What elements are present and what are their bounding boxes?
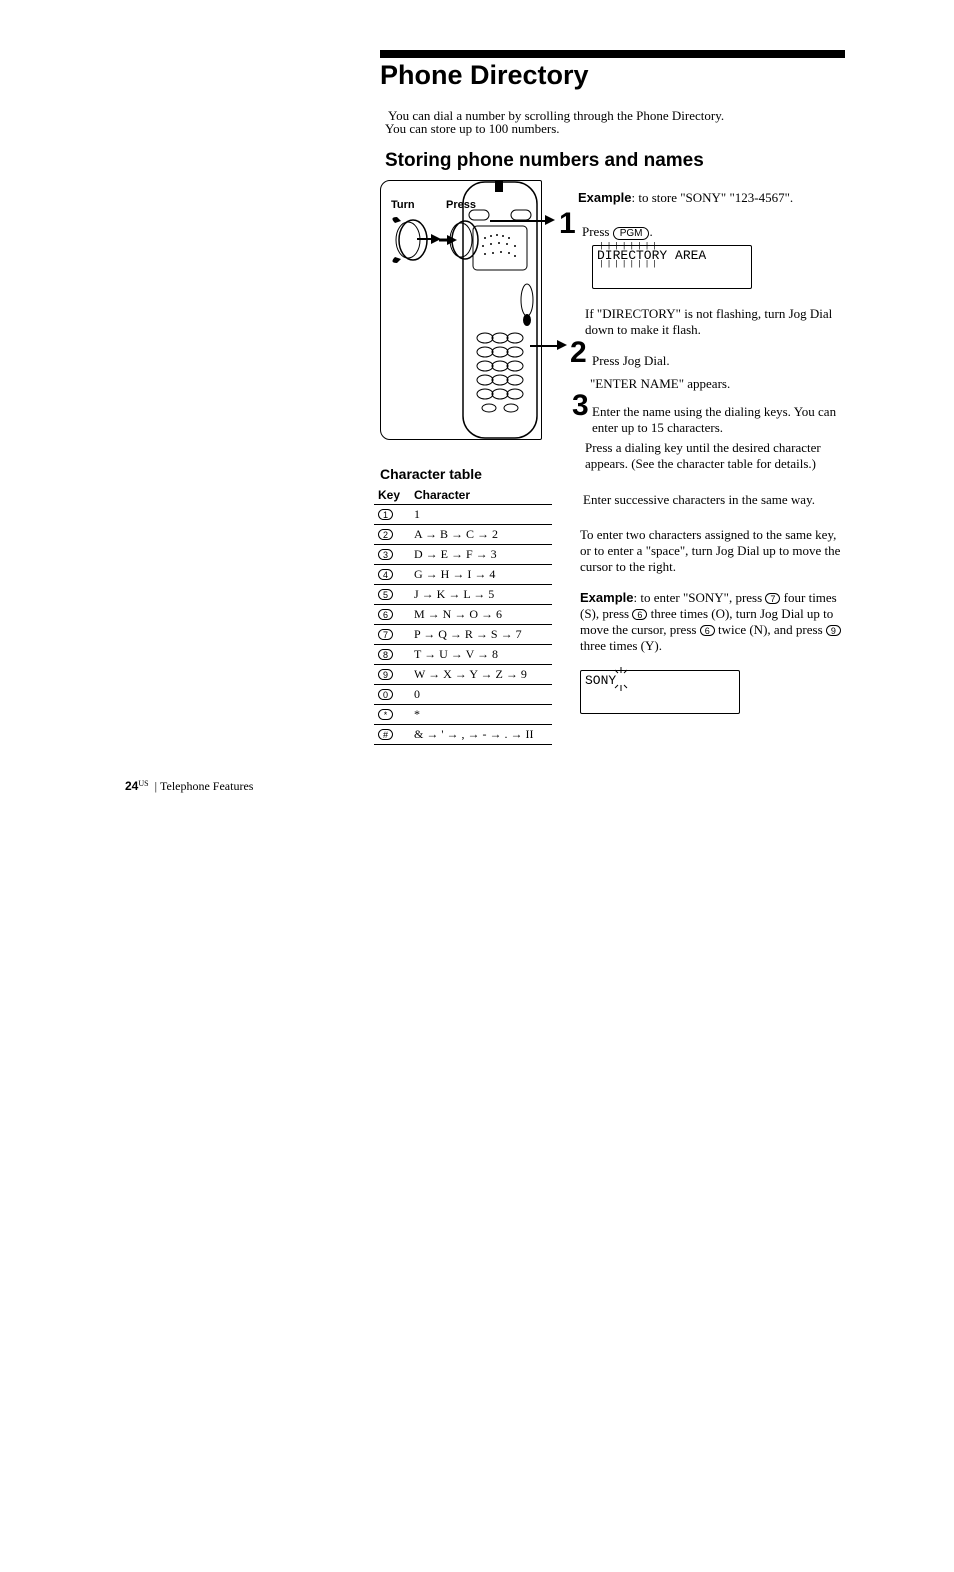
lcd-sony: SONY	[585, 673, 616, 688]
char-cell: *	[414, 707, 552, 722]
step-3-p2: Press a dialing key until the desired ch…	[585, 440, 847, 472]
ex-d: twice (N), and press	[715, 622, 826, 637]
table-row: 5 J → K → L → 5	[374, 585, 552, 605]
page-number: 24	[125, 779, 138, 793]
char-cell: P → Q → R → S → 7	[414, 627, 552, 642]
arrowhead-icon	[557, 340, 567, 350]
key-7-icon: 7	[765, 593, 780, 604]
step-1-text: Press PGM.	[582, 224, 842, 240]
key-icon: 2	[378, 529, 393, 540]
table-row: 9 W → X → Y → Z → 9	[374, 665, 552, 685]
pgm-button-label: PGM	[613, 227, 650, 240]
lcd-display-1: | | | | | | | | DIRECTORY | | | | | | | …	[592, 245, 752, 289]
page-sup: US	[138, 779, 148, 788]
key-icon: *	[378, 709, 393, 720]
page-title: Phone Directory	[380, 60, 589, 91]
table-row: 2 A → B → C → 2	[374, 525, 552, 545]
step-3-text: Enter the name using the dialing keys. Y…	[592, 404, 850, 436]
example-header: Example: to store "SONY" "123-4567".	[578, 190, 793, 206]
leader-line	[490, 220, 548, 222]
key-9-icon: 9	[826, 625, 841, 636]
key-icon: #	[378, 729, 393, 740]
table-row: 3 D → E → F → 3	[374, 545, 552, 565]
step-3-p4: To enter two characters assigned to the …	[580, 527, 848, 575]
table-row: 6 M → N → O → 6	[374, 605, 552, 625]
arrowhead-icon	[545, 215, 555, 225]
char-cell: 0	[414, 687, 552, 702]
char-cell: G → H → I → 4	[414, 567, 552, 582]
section-heading: Storing phone numbers and names	[385, 150, 704, 172]
key-icon: 4	[378, 569, 393, 580]
key-icon: 1	[378, 509, 393, 520]
key-icon: 7	[378, 629, 393, 640]
step-3-p3: Enter successive characters in the same …	[583, 492, 845, 508]
character-table: Key Character 11 2A → B → C → 2 3D → E →…	[374, 486, 552, 745]
intro-line-2: You can store up to 100 numbers.	[385, 121, 560, 137]
col-character: Character	[414, 488, 552, 502]
char-cell: M → N → O → 6	[414, 607, 552, 622]
step-number-3: 3	[572, 389, 589, 423]
table-row: 11	[374, 505, 552, 525]
page-footer: 24US | Telephone Features	[125, 779, 253, 794]
step-1-period: .	[649, 224, 652, 239]
key-icon: 8	[378, 649, 393, 660]
step-1-press: Press	[582, 224, 613, 239]
table-row: 8 T → U → V → 8	[374, 645, 552, 665]
step-3-example: Example: to enter "SONY", press 7 four t…	[580, 590, 848, 654]
table-header-row: Key Character	[374, 486, 552, 505]
example-text: : to store "SONY" "123-4567".	[631, 190, 793, 205]
footer-section: Telephone Features	[160, 779, 253, 793]
key-icon: 5	[378, 589, 393, 600]
step-number-1: 1	[559, 207, 576, 241]
char-cell: A → B → C → 2	[414, 527, 552, 542]
table-row: 7 P → Q → R → S → 7	[374, 625, 552, 645]
key-6-icon: 6	[700, 625, 715, 636]
table-row: 00	[374, 685, 552, 705]
col-key: Key	[374, 488, 414, 502]
char-cell: W → X → Y → Z → 9	[414, 667, 552, 682]
manual-page: Phone Directory You can dial a number by…	[0, 0, 954, 1572]
lcd-display-2: SONY	[580, 670, 740, 714]
turn-label: Turn	[391, 199, 415, 211]
key-icon: 9	[378, 669, 393, 680]
char-cell: D → E → F → 3	[414, 547, 552, 562]
table-row: **	[374, 705, 552, 725]
char-cell: & → ' → , → - → . → II	[414, 727, 552, 742]
step-1-note: If "DIRECTORY" is not flashing, turn Jog…	[585, 306, 845, 338]
step-2-note: "ENTER NAME" appears.	[590, 376, 730, 392]
char-cell: 1	[414, 507, 552, 522]
top-rule	[380, 50, 845, 58]
key-icon: 6	[378, 609, 393, 620]
ex-a: : to enter "SONY", press	[633, 590, 765, 605]
cursor-blink-icon	[613, 667, 629, 691]
phone-outline-icon	[455, 180, 545, 440]
ex-e: three times (Y).	[580, 638, 662, 653]
arrow-between-icon	[417, 233, 441, 245]
table-row: # & → ' → , → - → . → II	[374, 725, 552, 745]
key-icon: 0	[378, 689, 393, 700]
example-label-2: Example	[580, 590, 633, 605]
step-2-text: Press Jog Dial.	[592, 353, 670, 369]
char-table-title: Character table	[380, 466, 482, 482]
leader-line	[530, 345, 560, 347]
step-number-2: 2	[570, 336, 587, 370]
key-icon: 3	[378, 549, 393, 560]
lcd-area: AREA	[675, 248, 706, 263]
lcd-sony-wrap: SONY	[585, 673, 616, 688]
key-6-icon: 6	[632, 609, 647, 620]
example-label: Example	[578, 190, 631, 205]
lcd-flash-word: | | | | | | | | DIRECTORY | | | | | | | …	[597, 248, 667, 263]
table-row: 4 G → H → I → 4	[374, 565, 552, 585]
char-cell: J → K → L → 5	[414, 587, 552, 602]
char-cell: T → U → V → 8	[414, 647, 552, 662]
